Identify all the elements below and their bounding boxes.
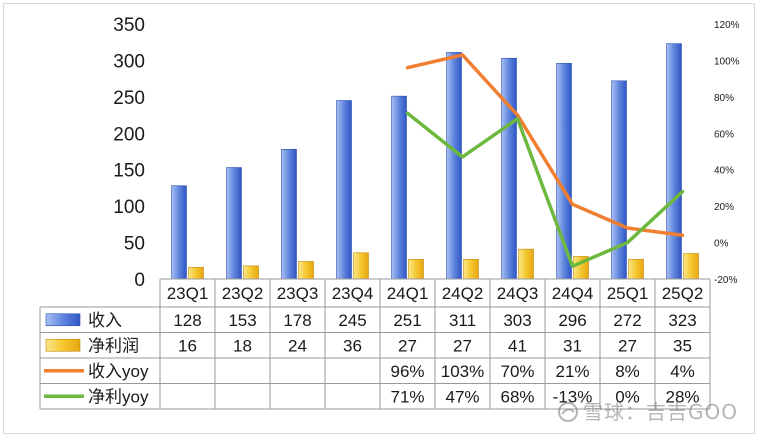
y2-axis-tick-label: 80% (714, 93, 734, 104)
revenue-bar (666, 43, 682, 280)
data-table-cell: 0% (615, 387, 640, 406)
data-table-cell: 18 (233, 336, 252, 355)
revenue-bar (501, 57, 517, 280)
net-profit-bar (188, 267, 204, 280)
x-axis-category-label: 24Q3 (497, 284, 539, 303)
net-profit-bar (683, 253, 699, 280)
net-profit-bar (298, 261, 314, 280)
data-table-cell: 31 (563, 336, 582, 355)
axes-group: 0 50 100 150 200 250 300 350 -20% 0% 20% 40% 60% 80% 1… (113, 15, 739, 291)
y-axis-tick-label: 300 (113, 51, 145, 72)
y2-axis-tick-label: -20% (714, 275, 737, 286)
y-axis-tick-label: 50 (124, 234, 145, 255)
x-axis-category-label: 24Q1 (387, 284, 429, 303)
lines-group (405, 53, 685, 268)
y2-axis-tick-label: 120% (714, 20, 740, 31)
net-profit-bar (408, 259, 424, 280)
legend-label: 净利yoy (88, 387, 149, 406)
data-table-cell: 24 (288, 336, 307, 355)
snowball-logo-icon (558, 402, 579, 422)
data-table-cell: 178 (283, 311, 311, 330)
data-table-cell: 311 (449, 311, 476, 330)
data-table-cell: 36 (343, 336, 362, 355)
revenue-bar (336, 100, 352, 280)
data-table-cell: 153 (228, 311, 256, 330)
y2-axis-tick-label: 40% (714, 166, 734, 177)
watermark: 雪球：吉吉GOO (557, 396, 738, 425)
x-axis-category-label: 23Q1 (167, 284, 209, 303)
data-table-cell: 27 (453, 336, 472, 355)
data-table-cell: 27 (398, 336, 417, 355)
net-profit-bar (243, 265, 259, 280)
net-profit-bar (518, 248, 534, 280)
data-table-cell: 4% (670, 362, 695, 381)
data-table-cell: 96% (390, 362, 424, 381)
net-profit-bar (628, 259, 644, 280)
x-axis-category-label: 23Q2 (222, 284, 264, 303)
data-table-cell: 303 (503, 311, 531, 330)
data-table-cell: -13% (553, 387, 593, 406)
data-table-group: 23Q1 23Q2 23Q3 23Q4 24Q1 24Q2 24Q3 24Q4 25Q1 25Q2… (39, 278, 711, 410)
y2-axis-tick-label: 20% (714, 202, 734, 213)
y2-axis-tick-label: 60% (714, 129, 734, 140)
net-profit-yoy-line (405, 111, 685, 268)
data-table-cell: 21% (555, 362, 589, 381)
x-axis-category-label: 24Q4 (552, 284, 594, 303)
data-table-cell: 272 (613, 311, 641, 330)
legend-label: 收入 (88, 311, 122, 330)
net-profit-bar (353, 252, 369, 280)
chart-frame: 0 50 100 150 200 250 300 350 -20% 0% 20% 40% 60% 80% 1… (3, 3, 755, 434)
data-table-cell: 245 (338, 311, 366, 330)
x-axis-category-label: 23Q3 (277, 284, 319, 303)
data-table-cell: 41 (508, 336, 527, 355)
x-axis-category-label: 25Q2 (662, 284, 704, 303)
data-table-cell: 16 (178, 336, 197, 355)
revenue-bar (171, 185, 187, 280)
data-table-cell: 251 (393, 311, 421, 330)
data-table-cell: 8% (615, 362, 640, 381)
revenue-bar (281, 149, 297, 280)
legend-label: 收入yoy (88, 362, 149, 381)
y-axis-tick-label: 350 (113, 15, 145, 36)
net-profit-bar (463, 259, 479, 280)
bars-group (171, 43, 699, 280)
revenue-yoy-line (405, 53, 685, 238)
y2-axis-tick-label: 0% (714, 239, 729, 250)
y-axis-tick-label: 200 (113, 124, 145, 145)
revenue-bar (391, 95, 407, 280)
legend-key-bar (45, 313, 81, 327)
y-axis-tick-label: 250 (113, 88, 145, 109)
revenue-bar (226, 167, 242, 280)
watermark-text: 雪球：吉吉GOO (583, 400, 738, 424)
data-table-cell: 103% (441, 362, 484, 381)
x-axis-category-label: 25Q1 (607, 284, 649, 303)
data-table-cell: 28% (665, 387, 699, 406)
data-table-cell: 71% (390, 387, 424, 406)
y-axis-tick-label: 150 (113, 161, 145, 182)
legend-label: 净利润 (88, 336, 139, 355)
x-axis-category-label: 24Q2 (442, 284, 484, 303)
data-table-cell: 70% (500, 362, 534, 381)
data-table-cell: 128 (173, 311, 201, 330)
data-table-cell: 68% (500, 387, 534, 406)
revenue-bar (446, 52, 462, 280)
data-table-cell: 47% (445, 387, 479, 406)
y2-axis-tick-label: 100% (714, 56, 740, 67)
y-axis-tick-label: 0 (134, 270, 145, 291)
chart-svg: 0 50 100 150 200 250 300 350 -20% 0% 20% 40% 60% 80% 1… (39, 15, 740, 410)
legend-key-bar (45, 338, 81, 352)
data-table-cell: 27 (618, 336, 637, 355)
data-table-cell: 323 (668, 311, 696, 330)
data-table-cell: 35 (673, 336, 692, 355)
x-axis-category-label: 23Q4 (332, 284, 374, 303)
data-table-cell: 296 (558, 311, 586, 330)
y-axis-tick-label: 100 (113, 197, 145, 218)
